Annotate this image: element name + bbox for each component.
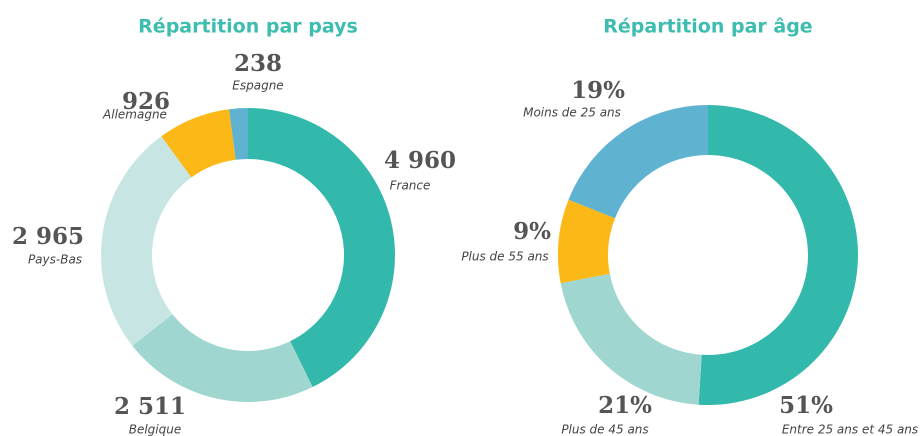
category-label: France [390, 179, 431, 193]
category-label: Plus de 55 ans [461, 250, 548, 264]
category-label: Moins de 25 ans [523, 106, 621, 120]
category-label: Allemagne [102, 108, 167, 122]
category-label: Belgique [129, 423, 182, 436]
value-label: 926 [122, 88, 170, 115]
donut-slice [568, 104, 708, 219]
donut-slice [560, 273, 702, 405]
donut-slice [161, 109, 236, 178]
value-label: 4 960 [384, 147, 456, 174]
chart-title: Répartition par pays [138, 16, 358, 38]
value-label: 51% [779, 392, 833, 419]
category-label: Entre 25 ans et 45 ans [782, 423, 918, 436]
donut-slice [101, 136, 192, 346]
chart-title: Répartition par âge [603, 16, 812, 38]
donut-slice [132, 314, 313, 402]
donut-slice [229, 108, 248, 160]
category-label: Espagne [232, 79, 283, 93]
value-label: 2 511 [114, 393, 186, 420]
donut-slice [248, 108, 395, 388]
donut-slice [558, 199, 616, 284]
value-label: 238 [234, 50, 282, 77]
donut-slice [698, 105, 858, 405]
value-label: 9% [513, 218, 551, 245]
value-label: 21% [598, 392, 652, 419]
value-label: 19% [571, 77, 625, 104]
value-label: 2 965 [12, 223, 84, 250]
category-label: Pays-Bas [28, 253, 82, 267]
category-label: Plus de 45 ans [561, 423, 648, 436]
